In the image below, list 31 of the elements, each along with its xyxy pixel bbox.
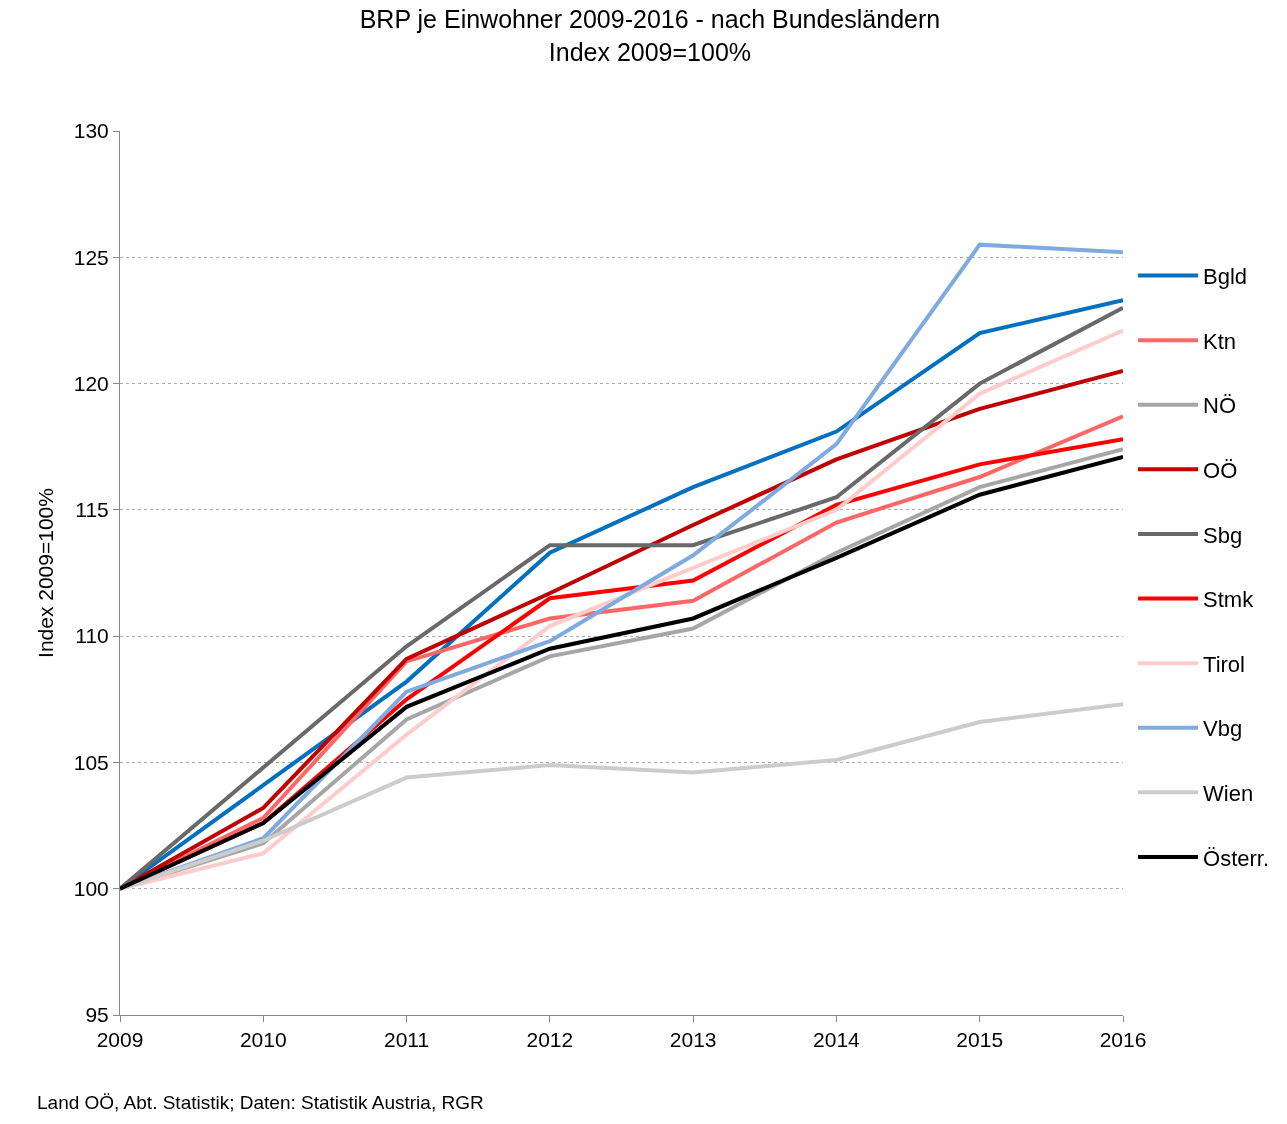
x-tick-label: 2015 <box>956 1028 1004 1052</box>
text: Land OÖ, Abt. Statistik; Daten: Statistik Austria, RGR <box>37 1092 484 1113</box>
y-tick-label: 95 <box>85 1003 109 1027</box>
x-tick-label: 2016 <box>1099 1028 1147 1052</box>
y-tick-label: 105 <box>73 750 109 774</box>
x-tick-label: 2010 <box>239 1028 287 1052</box>
y-tick-label: 125 <box>73 245 109 269</box>
legend-label: Wien <box>1203 780 1254 806</box>
chart-title: BRP je Einwohner 2009-2016 - nach Bundesländern <box>359 5 941 34</box>
chart-subtitle: Index 2009=100% <box>548 37 752 66</box>
legend-label: Sbg <box>1203 522 1243 548</box>
legend-label: Stmk <box>1203 587 1255 613</box>
legend-label: NÖ <box>1203 393 1237 419</box>
y-axis-title: Index 2009=100% <box>33 488 57 658</box>
y-tick-label: 115 <box>75 498 109 522</box>
x-tick-label: 2012 <box>526 1028 574 1052</box>
legend-label: OÖ <box>1203 457 1238 483</box>
y-tick-label: 100 <box>73 877 109 901</box>
x-tick-label: 2014 <box>813 1028 861 1052</box>
y-tick-label: 120 <box>73 371 109 395</box>
legend-label: Vbg <box>1203 716 1243 742</box>
x-tick-label: 2009 <box>96 1028 144 1052</box>
x-tick-label: 2011 <box>383 1028 430 1052</box>
legend-label: Bgld <box>1203 264 1248 290</box>
legend-label: Ktn <box>1203 328 1237 354</box>
x-tick-label: 2013 <box>669 1028 717 1052</box>
legend-label: Österr. <box>1203 845 1270 871</box>
line-series <box>120 702 1123 891</box>
y-tick-label: 110 <box>75 624 109 648</box>
legend-label: Tirol <box>1203 651 1245 677</box>
y-tick-label: 130 <box>73 119 109 143</box>
